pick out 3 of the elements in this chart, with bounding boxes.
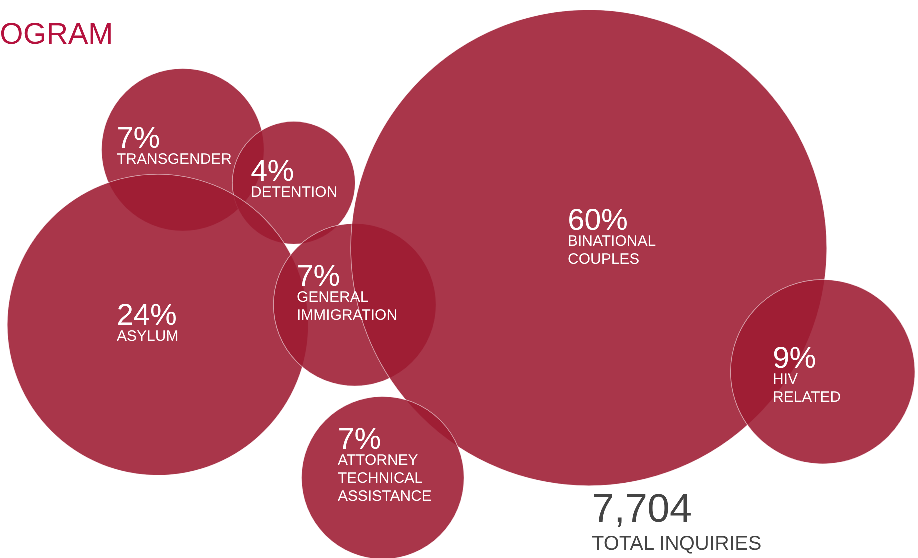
text: 7,704 (592, 487, 692, 531)
text: TOTAL INQUIRIES (592, 533, 762, 555)
text: OGRAM (0, 18, 114, 51)
